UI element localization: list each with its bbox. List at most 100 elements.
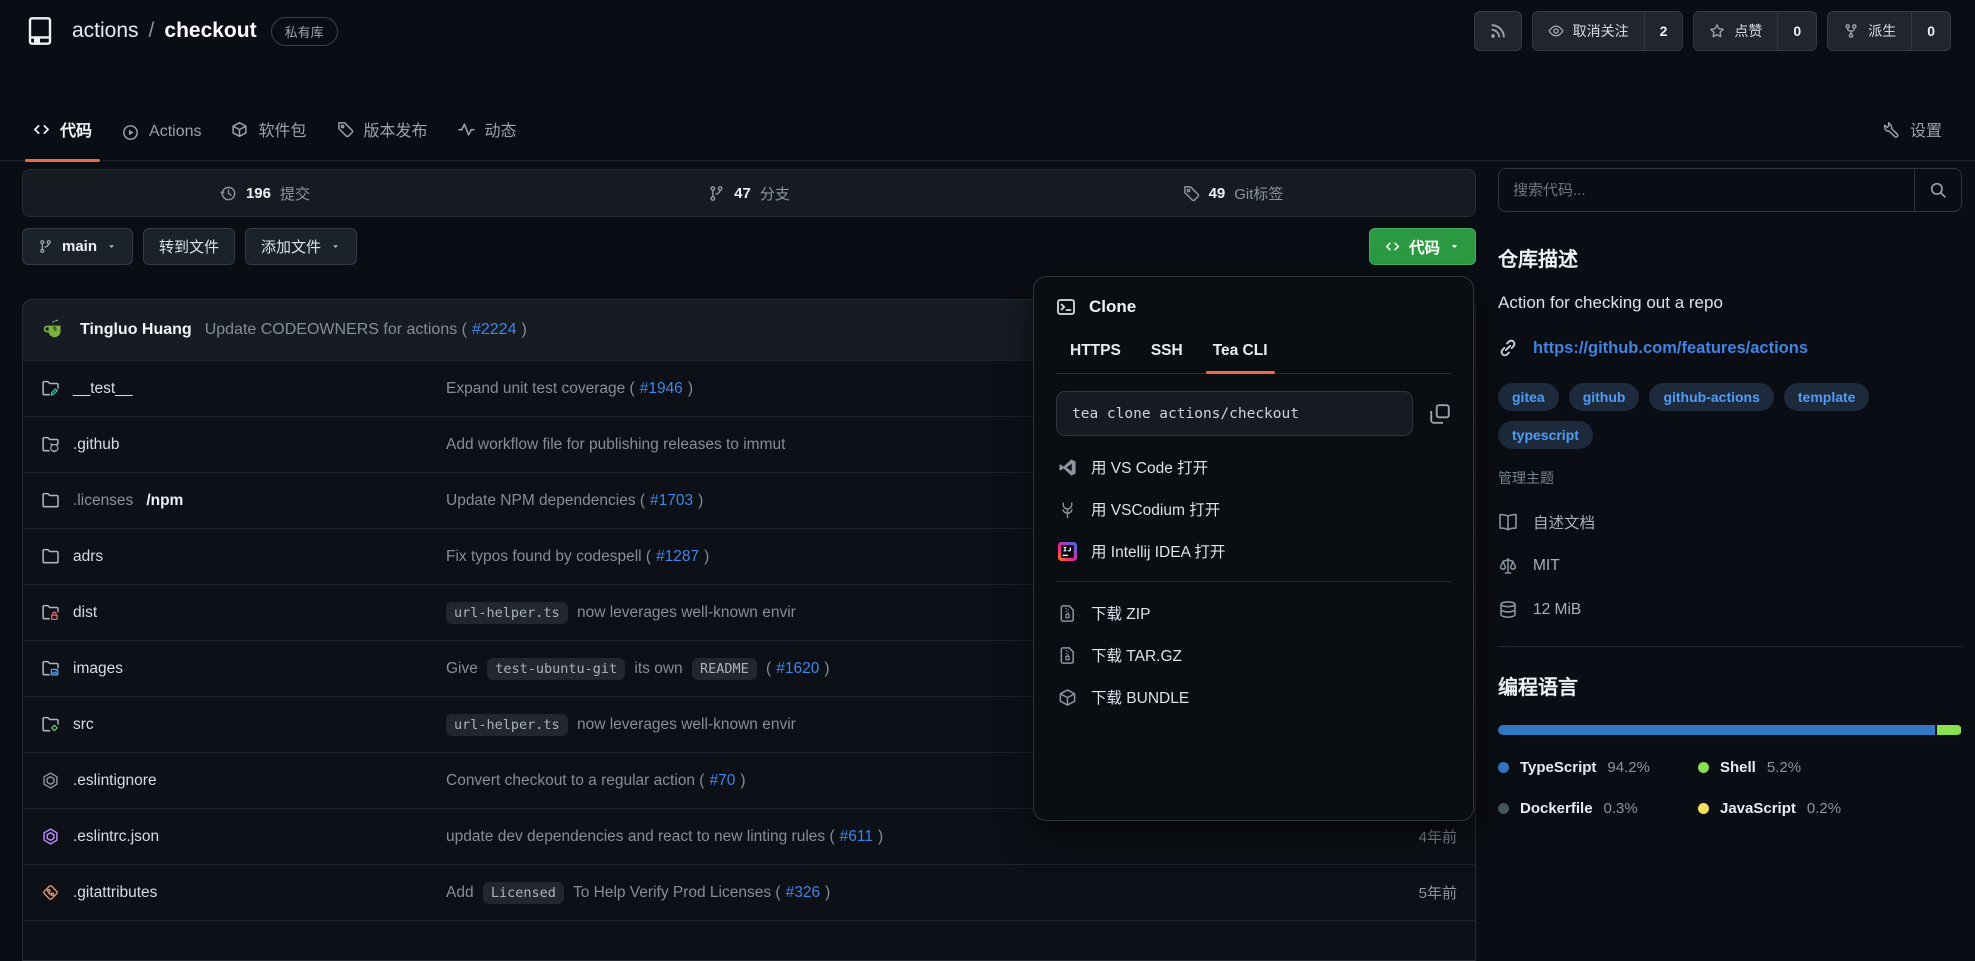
clone-tab-tea-cli[interactable]: Tea CLI (1199, 329, 1282, 374)
message-text: ( (761, 659, 772, 677)
issue-link[interactable]: #611 (839, 827, 873, 845)
file-name[interactable]: .eslintrc.json (41, 827, 446, 846)
fork-count[interactable]: 0 (1911, 12, 1950, 50)
fork-button[interactable]: 派生 0 (1827, 11, 1951, 51)
add-file-label: 添加文件 (261, 239, 322, 256)
topic-pill[interactable]: github (1568, 383, 1640, 411)
file-name-text: src (73, 715, 94, 733)
commit-message[interactable]: Update CODEOWNERS for actions (#2224) (205, 321, 1457, 339)
commit-message[interactable]: url-helper.ts now leverages well-known e… (446, 713, 1347, 736)
code-chip: url-helper.ts (446, 713, 568, 736)
repo-name-link[interactable]: checkout (164, 19, 257, 42)
topic-pill[interactable]: template (1783, 383, 1870, 411)
message-text: ) (740, 771, 746, 789)
file-name-text: .github (73, 435, 120, 453)
search-button[interactable] (1914, 169, 1961, 211)
vscode-icon (1058, 458, 1077, 477)
commit-message[interactable]: update dev dependencies and react to new… (446, 828, 1347, 846)
topic-pill[interactable]: github-actions (1649, 383, 1774, 411)
folder-github-icon (41, 435, 60, 454)
menu-item[interactable]: 用 Intellij IDEA 打开 (1056, 530, 1451, 572)
languages-heading: 编程语言 (1498, 677, 1578, 699)
rss-button[interactable] (1473, 11, 1522, 51)
add-file-button[interactable]: 添加文件 (245, 228, 358, 265)
clone-tab-https[interactable]: HTTPS (1070, 342, 1121, 359)
issue-link[interactable]: #326 (785, 883, 821, 901)
clone-command-row (1056, 391, 1451, 436)
commit-message[interactable]: Expand unit test coverage (#1946) (446, 380, 1347, 398)
file-name[interactable]: .eslintignore (41, 771, 446, 790)
file-name[interactable]: __test__ (41, 379, 446, 398)
issue-link[interactable]: #1946 (639, 379, 683, 397)
commit-message[interactable]: Give test-ubuntu-git its own README (#16… (446, 657, 1347, 680)
fork-icon (1843, 23, 1859, 39)
tab-packages[interactable]: 软件包 (216, 117, 321, 160)
file-name-text: __test__ (73, 379, 133, 397)
repo-owner-link[interactable]: actions (72, 19, 139, 42)
code-button[interactable]: 代码 (1368, 228, 1476, 265)
package-icon (231, 121, 248, 138)
menu-item[interactable]: 用 VS Code 打开 (1056, 446, 1451, 488)
file-name[interactable]: dist (41, 603, 446, 622)
stat-Git标签[interactable]: 49 Git标签 (991, 170, 1475, 216)
commit-author[interactable]: Tingluo Huang (80, 321, 192, 338)
menu-item[interactable]: 下载 BUNDLE (1056, 676, 1451, 718)
commit-message[interactable]: Update NPM dependencies (#1703) (446, 492, 1347, 510)
file-name[interactable]: images (41, 659, 446, 678)
stat-提交[interactable]: 196 提交 (23, 170, 507, 216)
file-name[interactable]: .github (41, 435, 446, 454)
file-name[interactable]: .licenses/npm (41, 491, 446, 510)
code-button-label: 代码 (1408, 239, 1440, 257)
commit-message[interactable]: url-helper.ts now leverages well-known e… (446, 601, 1347, 624)
avatar (41, 317, 67, 343)
branch-selector[interactable]: main (22, 228, 134, 265)
clone-dropdown: Clone HTTPS SSH Tea CLI 用 VS Code 打开用 VSCo… (1033, 276, 1474, 821)
meta-row[interactable]: 自述文档 (1498, 500, 1962, 544)
issue-link[interactable]: #1287 (656, 547, 700, 565)
code-chip: Licensed (482, 881, 564, 904)
cube-icon (1058, 688, 1077, 707)
message-text: ) (521, 321, 527, 338)
watch-count[interactable]: 2 (1643, 12, 1683, 50)
folder-icon (41, 547, 60, 566)
table-row[interactable]: .gitattributes Add Licensed To Help Verif… (23, 864, 1475, 920)
issue-link[interactable]: #2224 (471, 321, 517, 338)
copy-icon[interactable] (1429, 403, 1451, 425)
table-row[interactable]: .eslintrc.json update dev dependencies an… (23, 808, 1475, 864)
clone-tab-ssh[interactable]: SSH (1150, 342, 1183, 359)
menu-item[interactable]: 用 VSCodium 打开 (1056, 488, 1451, 530)
topic-list: gitea github github-actions template typescr… (1498, 383, 1962, 449)
menu-item[interactable]: 下载 ZIP (1056, 592, 1451, 634)
commit-message[interactable]: Add Licensed To Help Verify Prod License… (446, 881, 1347, 904)
search-input[interactable] (1499, 169, 1914, 211)
tab-activity[interactable]: 动态 (443, 117, 532, 160)
issue-link[interactable]: #1703 (650, 491, 694, 509)
stat-分支[interactable]: 47 分支 (507, 170, 991, 216)
tab-releases[interactable]: 版本发布 (322, 117, 443, 160)
file-name[interactable]: adrs (41, 547, 446, 566)
commit-message[interactable]: Fix typos found by codespell (#1287) (446, 548, 1347, 566)
commit-message[interactable]: Convert checkout to a regular action (#7… (446, 772, 1347, 790)
goto-file-button[interactable]: 转到文件 (143, 228, 236, 265)
menu-item[interactable]: 下载 TAR.GZ (1056, 634, 1451, 676)
topic-pill[interactable]: gitea (1498, 383, 1559, 411)
unwatch-button[interactable]: 取消关注 2 (1531, 11, 1684, 51)
meta-row[interactable]: MIT (1498, 544, 1962, 588)
commit-message[interactable]: Add workflow file for publishing release… (446, 436, 1347, 454)
file-name[interactable]: src (41, 715, 446, 734)
star-button[interactable]: 点赞 0 (1693, 11, 1818, 51)
star-count[interactable]: 0 (1777, 12, 1816, 50)
manage-topics-link[interactable]: 管理主题 (1498, 470, 1554, 486)
issue-link[interactable]: #1620 (776, 659, 820, 677)
tab-settings[interactable]: 设置 (1868, 117, 1957, 160)
clone-command-input[interactable] (1056, 391, 1413, 436)
legend-item: Dockerfile 0.3% (1498, 800, 1698, 817)
website-link[interactable]: https://github.com/features/actions (1533, 338, 1809, 357)
tab-actions[interactable]: Actions (107, 123, 216, 160)
star-label: 点赞 (1734, 23, 1763, 39)
file-name[interactable]: .gitattributes (41, 883, 446, 902)
star-icon (1709, 23, 1725, 39)
tab-code[interactable]: 代码 (18, 117, 107, 162)
topic-pill[interactable]: typescript (1498, 421, 1593, 449)
issue-link[interactable]: #70 (709, 771, 736, 789)
